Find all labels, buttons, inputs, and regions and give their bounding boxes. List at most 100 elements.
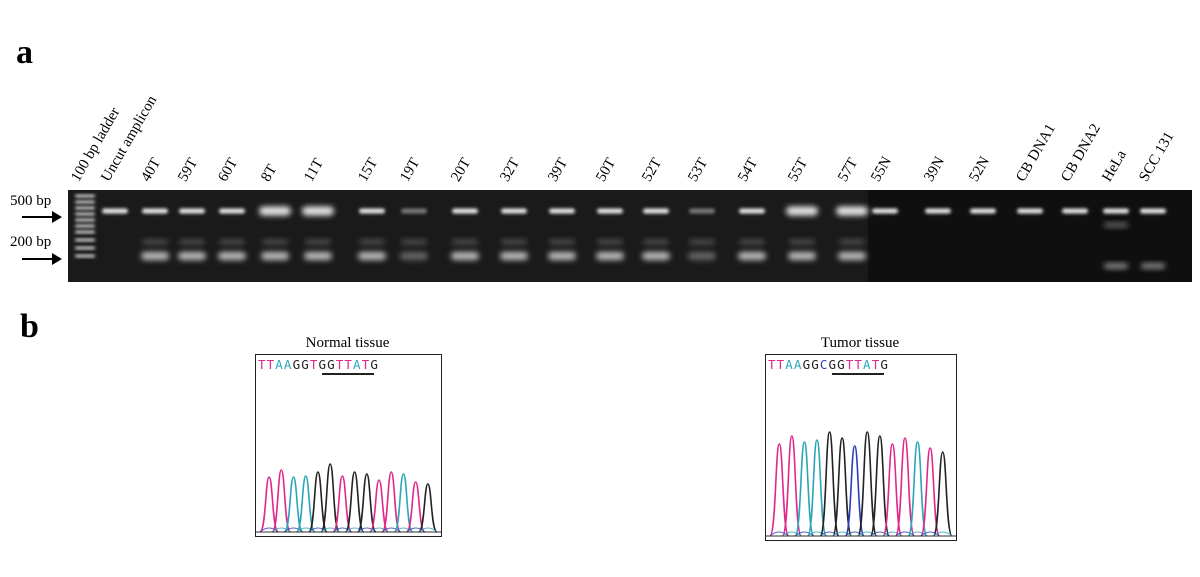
trace-peak — [405, 481, 426, 533]
ladder-band — [75, 194, 95, 198]
band-upper — [597, 208, 623, 214]
trace-noise — [782, 531, 802, 537]
trace-noise — [345, 527, 365, 533]
band-smear — [401, 239, 427, 245]
band-smear — [305, 239, 331, 245]
band-lower — [141, 252, 169, 260]
band-smear — [789, 239, 815, 245]
trace-noise — [406, 527, 426, 533]
lane-label-20: 52N — [966, 154, 994, 185]
band-upper — [1017, 208, 1043, 214]
band-lower — [261, 252, 289, 260]
trace-peak — [882, 443, 903, 537]
trace-noise — [769, 531, 790, 537]
chromatogram-normal-title: Normal tissue — [305, 335, 390, 351]
band-upper — [102, 208, 128, 214]
base-8: G — [327, 357, 336, 372]
base-5: G — [301, 357, 310, 372]
trace-peak — [769, 443, 790, 537]
trace-noise — [271, 527, 291, 533]
trace-peak — [831, 437, 853, 537]
trace-peak — [857, 431, 878, 537]
lane-label-12: 50T — [593, 155, 620, 185]
base-6: C — [819, 357, 829, 372]
trace-noise — [932, 531, 953, 537]
base-4: G — [802, 357, 812, 372]
band-lower — [1141, 263, 1165, 269]
base-13: G — [370, 357, 379, 372]
trace-normal — [256, 463, 441, 533]
ladder-band — [75, 224, 95, 228]
marker-label-200: 200 bp — [10, 234, 52, 250]
base-5: G — [811, 357, 820, 372]
trace-peak — [417, 483, 438, 533]
lane-label-2: 40T — [138, 155, 165, 185]
panel-a-label: a — [16, 34, 33, 71]
base-0: T — [768, 357, 777, 372]
gel-image — [68, 190, 1192, 282]
band-upper — [836, 206, 868, 216]
lane-label-22: CB DNA2 — [1058, 121, 1105, 185]
trace-peak — [806, 439, 828, 537]
trace-peak — [894, 437, 916, 537]
ladder-band — [75, 212, 95, 216]
trace-noise — [357, 527, 377, 533]
ladder-band — [75, 254, 95, 258]
trace-peak — [369, 479, 389, 533]
trace-peak — [308, 471, 328, 533]
trace-noise — [895, 531, 915, 537]
chromatogram-tumor-title: Tumor tissue — [820, 335, 900, 351]
base-8: G — [837, 357, 846, 372]
trace-peak — [907, 441, 928, 537]
sequence-normal-underline — [322, 373, 374, 375]
trace-noise — [393, 527, 413, 533]
trace-peak — [381, 471, 402, 533]
band-upper — [1062, 208, 1088, 214]
trace-noise — [369, 527, 389, 533]
band-lower — [642, 252, 670, 260]
base-1: T — [266, 357, 276, 372]
band-lower — [838, 252, 866, 260]
band-smear — [739, 239, 765, 245]
lane-label-11: 39T — [545, 155, 572, 185]
lane-label-14: 53T — [685, 155, 712, 185]
band-upper — [302, 206, 334, 216]
trace-noise — [907, 531, 928, 537]
band-smear — [452, 239, 478, 245]
band-smear — [219, 239, 245, 245]
trace-noise — [418, 527, 438, 533]
trace-noise — [819, 531, 840, 537]
band-lower — [688, 252, 716, 260]
lane-label-16: 55T — [785, 155, 812, 185]
band-upper — [401, 208, 427, 214]
trace-peak — [320, 463, 341, 533]
gel-figure: 100 bp ladder Uncut amplicon 40T 59T 60T 8T 11… — [10, 93, 1192, 282]
base-12: T — [871, 357, 881, 372]
trace-noise — [807, 531, 827, 537]
base-10: T — [344, 357, 354, 372]
band-upper — [643, 208, 669, 214]
base-0: T — [258, 357, 267, 372]
lane-label-9: 20T — [448, 155, 475, 185]
ladder-band — [75, 238, 95, 242]
lane-label-3: 59T — [175, 155, 202, 185]
lane-label-17: 57T — [835, 155, 862, 185]
band-upper — [872, 208, 898, 214]
trace-noise — [320, 527, 340, 533]
trace-noise — [381, 527, 401, 533]
chromatogram-normal-box: TTAAGGTGGTTATG — [255, 354, 442, 537]
gel-right-background — [868, 190, 1192, 282]
band-upper — [179, 208, 205, 214]
lane-label-6: 11T — [301, 156, 327, 185]
base-7: G — [318, 357, 328, 372]
trace-peak — [932, 451, 953, 537]
ladder-band — [75, 218, 95, 222]
trace-peak — [844, 445, 865, 537]
band-upper — [1140, 208, 1166, 214]
band-smear — [689, 239, 715, 245]
trace-noise — [870, 531, 890, 537]
band-lower — [500, 252, 528, 260]
trace-peak — [393, 473, 414, 533]
trace-peak — [271, 469, 292, 533]
trace-noise — [844, 531, 865, 537]
